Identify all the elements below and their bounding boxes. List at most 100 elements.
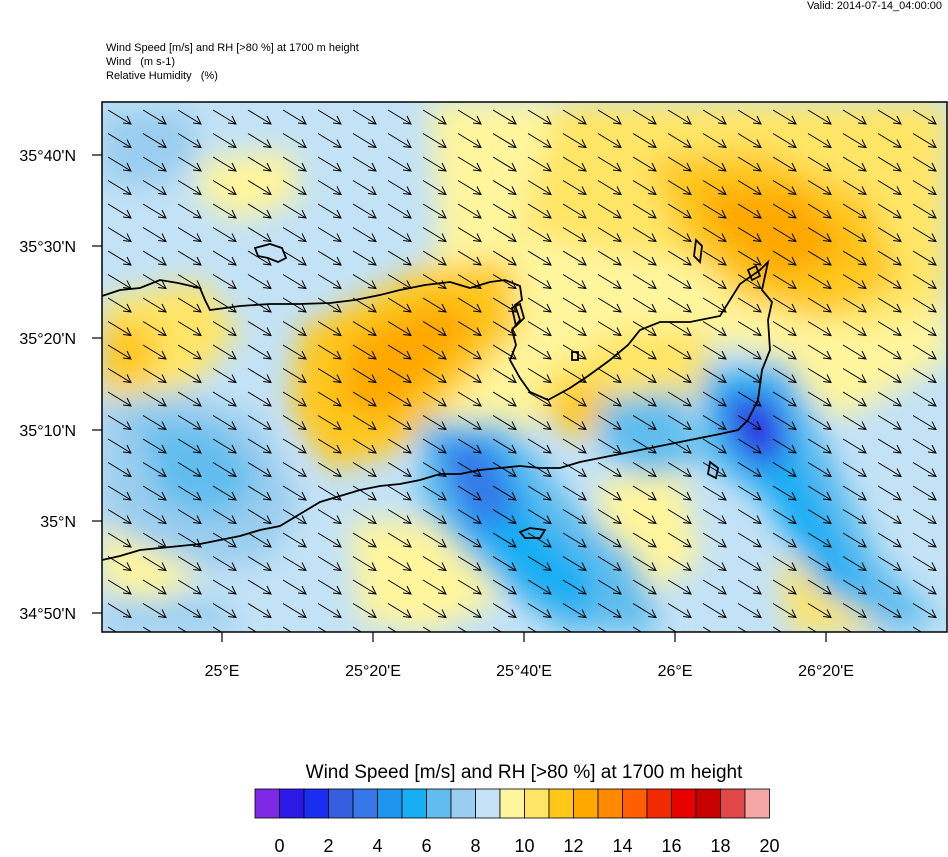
wind-arrow — [702, 485, 727, 501]
wind-arrow — [212, 462, 237, 478]
wind-arrow — [422, 415, 447, 431]
wind-arrow — [492, 250, 517, 266]
wind-arrow — [387, 579, 412, 595]
wind-arrow — [877, 509, 902, 525]
wind-arrow — [247, 603, 272, 619]
wind-arrow — [282, 297, 307, 313]
wind-arrow — [527, 156, 552, 172]
wind-units-label: Wind (m s-1) — [106, 56, 176, 68]
wind-arrow — [667, 603, 692, 619]
wind-arrow — [842, 368, 867, 384]
wind-arrow — [737, 462, 762, 478]
wind-arrow — [772, 227, 797, 243]
wind-arrow — [807, 485, 832, 501]
wind-arrow — [387, 250, 412, 266]
wind-arrow — [667, 556, 692, 572]
wind-arrow — [387, 180, 412, 196]
wind-arrow — [877, 368, 902, 384]
wind-arrow — [177, 203, 202, 219]
colorbar-label: 8 — [470, 836, 481, 856]
wind-arrow — [562, 579, 587, 595]
wind-arrow — [527, 368, 552, 384]
wind-arrow — [107, 485, 132, 501]
wind-arrow — [842, 274, 867, 290]
wind-arrow — [737, 180, 762, 196]
wind-arrow — [562, 133, 587, 149]
wind-arrow — [212, 556, 237, 572]
wind-arrow — [527, 109, 552, 125]
wind-arrow — [632, 368, 657, 384]
wind-arrow — [772, 297, 797, 313]
wind-arrow — [177, 227, 202, 243]
wind-arrow — [422, 603, 447, 619]
wind-arrow — [667, 344, 692, 360]
wind-arrow — [107, 227, 132, 243]
wind-arrow — [772, 603, 797, 619]
wind-arrow — [877, 109, 902, 125]
wind-arrow — [142, 391, 167, 407]
wind-arrow — [877, 156, 902, 172]
wind-arrow — [632, 227, 657, 243]
wind-arrow — [107, 250, 132, 266]
lat-label-3: 35°20'N — [19, 331, 76, 348]
wind-arrow — [772, 133, 797, 149]
wind-arrow — [457, 438, 482, 454]
valid-time: Valid: 2014-07-14_04:00:00 — [807, 0, 942, 12]
wind-arrow — [527, 344, 552, 360]
wind-arrow — [177, 368, 202, 384]
wind-arrow — [632, 556, 657, 572]
wind-arrow — [317, 532, 342, 548]
wind-arrow — [912, 297, 937, 313]
longitude-ticks — [221, 632, 827, 642]
wind-arrow — [632, 509, 657, 525]
wind-arrow — [107, 180, 132, 196]
wind-arrow — [702, 626, 713, 632]
wind-arrow — [247, 274, 272, 290]
wind-arrow — [737, 250, 762, 266]
wind-arrow — [247, 250, 272, 266]
wind-arrow — [107, 462, 132, 478]
wind-arrow — [807, 274, 832, 290]
wind-arrow — [317, 603, 342, 619]
wind-arrow — [317, 626, 328, 632]
wind-arrow — [177, 556, 202, 572]
wind-arrow — [562, 532, 587, 548]
wind-arrow — [597, 156, 622, 172]
wind-arrow — [912, 579, 937, 595]
wind-arrow — [632, 603, 657, 619]
wind-arrow — [457, 297, 482, 313]
wind-arrow — [212, 133, 237, 149]
coastline — [102, 238, 773, 561]
wind-arrow — [247, 227, 272, 243]
wind-arrow — [352, 626, 363, 632]
wind-arrow — [877, 321, 902, 337]
wind-arrow — [667, 133, 692, 149]
wind-arrow — [212, 250, 237, 266]
colorbar-swatch — [328, 788, 354, 819]
wind-arrow — [807, 391, 832, 407]
wind-arrow — [597, 133, 622, 149]
wind-arrow — [422, 133, 447, 149]
wind-arrow — [807, 603, 832, 619]
colorbar-label: 18 — [710, 836, 731, 856]
wind-arrow — [317, 462, 342, 478]
wind-arrow — [352, 133, 377, 149]
wind-arrow — [212, 415, 237, 431]
colorbar-swatch — [597, 788, 623, 819]
wind-arrow — [352, 156, 377, 172]
wind-arrow — [912, 227, 937, 243]
wind-arrow — [422, 556, 447, 572]
wind-arrow — [422, 109, 447, 125]
colorbar-swatch — [279, 788, 305, 819]
wind-arrow — [632, 180, 657, 196]
colorbar-label: 4 — [372, 836, 383, 856]
wind-arrow — [352, 344, 377, 360]
wind-arrow — [247, 109, 272, 125]
wind-arrow — [667, 203, 692, 219]
colorbar-swatch — [720, 788, 746, 819]
wind-arrow — [597, 626, 608, 632]
wind-arrow — [107, 579, 132, 595]
wind-arrow — [457, 344, 482, 360]
wind-arrow — [737, 532, 762, 548]
wind-arrow — [212, 180, 237, 196]
